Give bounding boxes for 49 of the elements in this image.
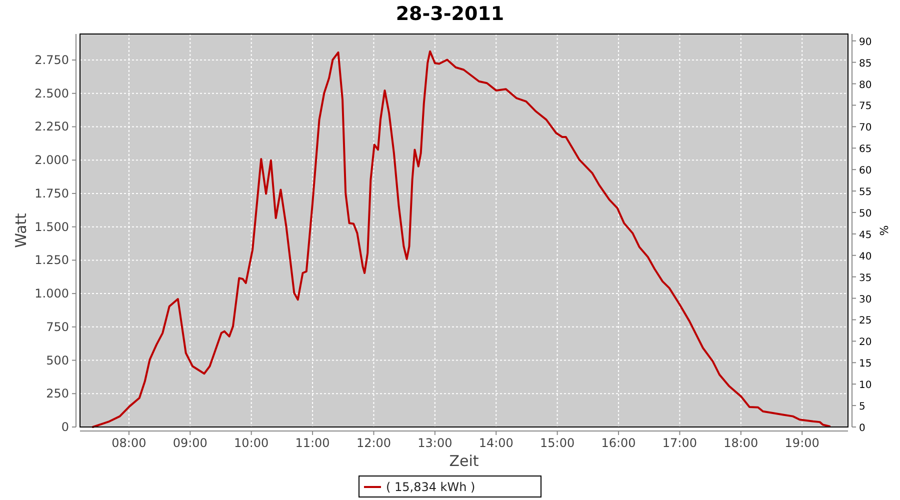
y-tick-label: 2.000	[34, 153, 69, 168]
y2-tick-label: 20	[859, 337, 872, 348]
legend-label: ( 15,834 kWh )	[386, 480, 476, 494]
y2-tick-label: 65	[859, 144, 872, 156]
y2-tick-label: 0	[859, 423, 866, 434]
y-axis-title: Watt	[12, 212, 30, 248]
x-tick-label: 13:00	[418, 436, 452, 450]
y2-tick-label: 50	[859, 208, 872, 220]
y-tick-label: 500	[46, 353, 69, 368]
y-tick-label: 250	[46, 386, 69, 401]
y2-tick-label: 75	[859, 101, 872, 112]
x-tick-label: 19:00	[784, 436, 820, 450]
y2-tick-label: 30	[859, 294, 872, 306]
y2-tick-label: 90	[859, 36, 872, 48]
y2-tick-label: 5	[859, 402, 866, 413]
x-tick-label: 12:00	[356, 436, 392, 450]
chart-title: 28-3-2011	[396, 3, 504, 25]
y-tick-label: 750	[46, 320, 69, 334]
y2-tick-label: 60	[859, 166, 872, 177]
x-tick-label: 11:00	[295, 436, 330, 450]
x-tick-label: 16:00	[601, 436, 636, 450]
x-tick-label: 10:00	[234, 436, 269, 450]
y2-axis-title: %	[877, 225, 890, 236]
line-series	[92, 50, 831, 428]
x-tick-label: 08:00	[112, 436, 146, 450]
y-tick-label: 2.500	[34, 86, 69, 100]
y-tick-label: 2.750	[34, 53, 69, 68]
y2-tick-label: 55	[859, 187, 872, 198]
y2-tick-label: 35	[859, 272, 872, 284]
x-tick-label: 09:00	[172, 436, 208, 450]
y-tick-label: 2.250	[34, 120, 69, 134]
y-tick-label: 1.000	[34, 286, 69, 301]
y2-tick-label: 25	[859, 316, 872, 327]
y2-tick-label: 85	[859, 58, 872, 70]
y2-tick-label: 45	[859, 230, 872, 241]
y-tick-label: 0	[61, 420, 69, 434]
y-tick-label: 1.500	[34, 220, 69, 234]
y-tick-label: 1.250	[34, 253, 69, 268]
y2-tick-label: 70	[859, 122, 872, 134]
x-tick-label: 17:00	[662, 436, 698, 450]
y2-tick-label: 15	[859, 358, 872, 370]
x-tick-label: 18:00	[724, 436, 758, 450]
y2-tick-label: 40	[859, 251, 872, 262]
x-axis-title: Zeit	[449, 452, 479, 470]
x-tick-label: 15:00	[540, 436, 575, 450]
y-tick-label: 1.750	[34, 186, 69, 200]
y2-tick-label: 10	[859, 380, 872, 392]
y2-tick-label: 80	[859, 80, 872, 91]
x-tick-label: 14:00	[478, 436, 514, 450]
